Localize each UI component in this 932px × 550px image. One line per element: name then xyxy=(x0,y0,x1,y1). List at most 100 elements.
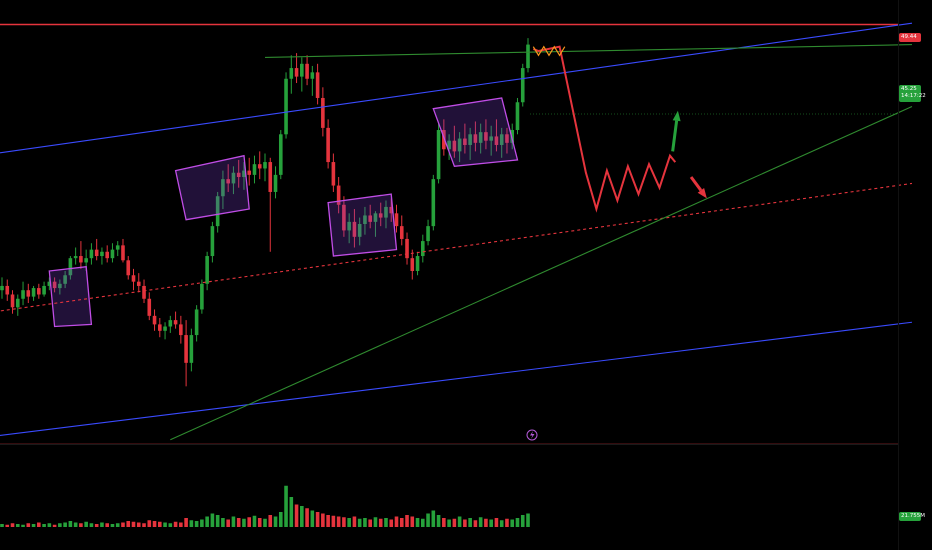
candle-body xyxy=(300,63,304,77)
volume-bar xyxy=(205,516,209,527)
volume-bar xyxy=(494,518,499,527)
levels-layer xyxy=(0,23,898,445)
candle-body xyxy=(457,138,462,152)
candle-body xyxy=(473,134,478,143)
candle-body xyxy=(347,221,351,231)
candle-body xyxy=(58,283,62,289)
volume-bar xyxy=(310,510,315,527)
arrow-shaft xyxy=(689,176,703,192)
candle-body xyxy=(278,134,283,175)
volume-bar xyxy=(158,521,162,527)
candle-body xyxy=(189,335,194,363)
volume-bar xyxy=(89,523,94,527)
consolidation-box xyxy=(327,193,398,257)
volume-bar xyxy=(457,516,462,527)
volume-bar xyxy=(5,524,10,527)
candle-body xyxy=(484,132,488,141)
lightning-icon[interactable] xyxy=(526,429,538,441)
candle-body xyxy=(52,281,57,289)
volume-bar xyxy=(352,516,357,527)
candle-body xyxy=(368,215,372,222)
volume-bar xyxy=(510,519,515,527)
candle-body xyxy=(10,294,15,308)
candle-body xyxy=(405,238,409,259)
candle-body xyxy=(273,174,278,192)
candle-body xyxy=(515,102,520,131)
candle-body xyxy=(305,63,309,79)
volume-bar xyxy=(278,512,283,527)
trend-line xyxy=(264,44,912,58)
volume-bar xyxy=(394,516,399,527)
candles xyxy=(0,38,530,387)
candle-body xyxy=(152,315,157,325)
volume-bar xyxy=(373,517,378,527)
candle-body xyxy=(5,285,10,295)
candle-body xyxy=(236,172,241,178)
volume-pane-divider xyxy=(0,444,898,445)
volume-bar xyxy=(100,522,104,527)
candle-body xyxy=(147,298,152,316)
candle-body xyxy=(126,260,131,276)
volume-bar xyxy=(273,516,278,527)
candle-body xyxy=(15,298,20,308)
volume-label: 21.755M xyxy=(899,512,925,521)
candle-body xyxy=(79,256,83,263)
volume-bar xyxy=(415,518,420,527)
consolidation-boxes xyxy=(48,97,519,328)
candle-body xyxy=(384,206,388,218)
candle-body xyxy=(231,172,236,184)
candle-body xyxy=(489,136,493,141)
volume-bar xyxy=(321,513,325,527)
volume-bar xyxy=(315,512,320,527)
volume-bar xyxy=(52,524,57,527)
volume-bar xyxy=(215,515,220,527)
volume-bar xyxy=(368,519,372,527)
candle-body xyxy=(94,249,99,257)
volume-bar xyxy=(300,506,304,527)
candle-body xyxy=(47,281,52,286)
volume-bar xyxy=(194,521,199,527)
volume-bar xyxy=(294,504,299,527)
candle-body xyxy=(510,130,515,143)
candle-body xyxy=(342,204,346,231)
candle-body xyxy=(63,275,67,284)
candle-body xyxy=(436,130,441,180)
volume-bar xyxy=(47,523,52,527)
candle-body xyxy=(173,320,178,325)
candle-body xyxy=(121,245,125,261)
candle-body xyxy=(389,206,394,214)
arrow-shaft xyxy=(671,120,679,152)
volume-bar xyxy=(489,519,493,527)
candle-body xyxy=(252,164,257,175)
volume-bar xyxy=(515,518,520,527)
volume-bar xyxy=(452,518,457,527)
candle-body xyxy=(68,258,73,276)
volume-bar xyxy=(121,522,125,527)
volume-bar xyxy=(436,515,441,527)
candle-body xyxy=(268,162,273,192)
candle-body xyxy=(168,320,173,327)
candle-body xyxy=(194,309,199,336)
volume-bar xyxy=(442,518,446,527)
volume-bar xyxy=(10,523,15,527)
volume-bar xyxy=(152,521,157,527)
volume-bar xyxy=(289,497,294,527)
candle-body xyxy=(378,213,383,218)
current-price: 45.25 xyxy=(901,86,917,92)
candle-body xyxy=(499,134,504,145)
volume-bar xyxy=(342,517,346,527)
volume-bar xyxy=(252,515,257,527)
volume-bar xyxy=(499,520,504,527)
candle-body xyxy=(468,134,472,145)
candle-body xyxy=(215,196,220,227)
trend-lines xyxy=(0,22,913,441)
volume-bar xyxy=(63,522,67,527)
candle-body xyxy=(415,256,420,271)
volume-bar xyxy=(242,518,246,527)
candle-body xyxy=(31,288,36,297)
candle-body xyxy=(221,179,225,197)
candle-body xyxy=(463,138,467,145)
candle-body xyxy=(105,251,109,259)
candle-body xyxy=(158,324,162,331)
